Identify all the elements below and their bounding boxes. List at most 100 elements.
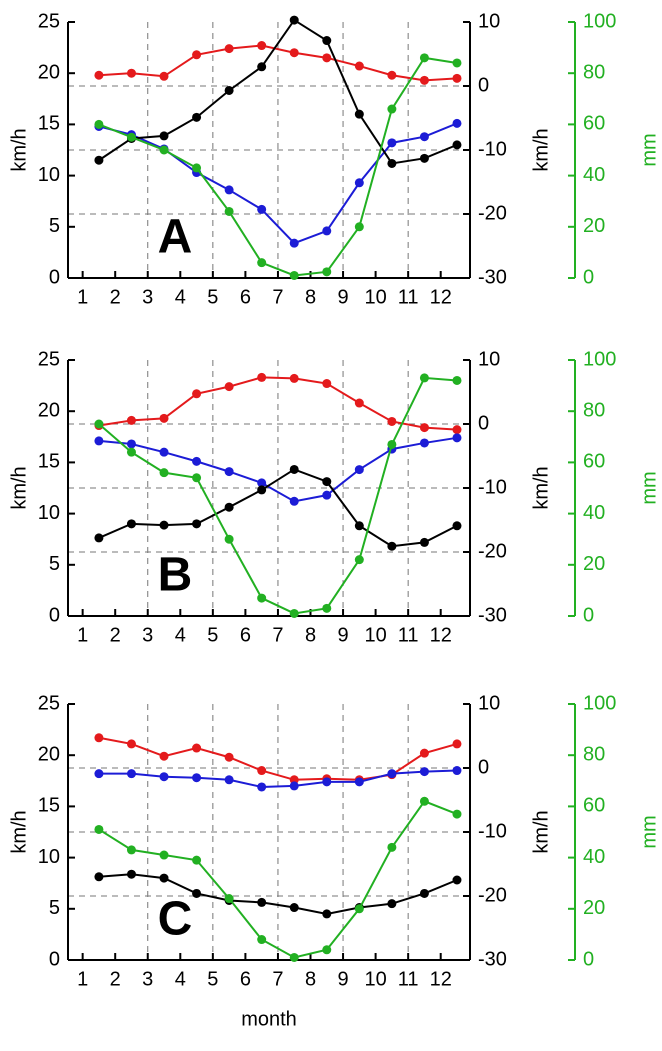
- x-tick-label: 11: [398, 286, 419, 308]
- y2-axis-label: km/h: [530, 810, 552, 853]
- data-point: [354, 61, 364, 71]
- data-point: [94, 769, 104, 779]
- y2-axis-label: km/h: [530, 466, 552, 509]
- x-tick-label: 7: [272, 286, 283, 308]
- x-tick-label: 4: [175, 968, 186, 990]
- x-tick-label: 8: [305, 286, 316, 308]
- series-line: [98, 44, 458, 82]
- data-point: [289, 608, 299, 618]
- series-line: [98, 122, 458, 245]
- data-point: [419, 132, 429, 142]
- data-point: [224, 502, 234, 512]
- data-point: [126, 439, 136, 449]
- data-point: [289, 373, 299, 383]
- y-tick-label: 25: [38, 10, 60, 32]
- data-point: [289, 48, 299, 58]
- data-point: [419, 53, 429, 63]
- y3-tick-label: 80: [583, 61, 605, 83]
- x-tick-label: 12: [430, 286, 452, 308]
- data-point: [94, 872, 104, 882]
- panel-label: B: [158, 549, 193, 602]
- data-point: [452, 433, 462, 443]
- data-point: [257, 782, 267, 792]
- data-point: [257, 372, 267, 382]
- data-point: [224, 185, 234, 195]
- data-point: [126, 447, 136, 457]
- data-point: [419, 767, 429, 777]
- x-tick-label: 6: [240, 968, 251, 990]
- y2-tick-label: 10: [478, 692, 500, 714]
- data-point: [159, 850, 169, 860]
- data-point: [452, 766, 462, 776]
- data-point: [159, 468, 169, 478]
- x-tick-label: 10: [364, 968, 386, 990]
- x-tick-label: 8: [305, 968, 316, 990]
- data-point: [419, 888, 429, 898]
- data-point: [94, 436, 104, 446]
- data-point: [224, 894, 234, 904]
- panel-label: A: [158, 211, 193, 264]
- x-tick-label: 9: [337, 968, 348, 990]
- x-tick-label: 5: [207, 968, 218, 990]
- data-point: [452, 739, 462, 749]
- series-line: [98, 736, 458, 781]
- y2-tick-label: -30: [478, 948, 507, 970]
- y3-tick-label: 20: [583, 215, 605, 237]
- y3-tick-label: 0: [583, 604, 594, 626]
- x-tick-label: 10: [364, 624, 386, 646]
- data-point: [126, 415, 136, 425]
- data-point: [419, 796, 429, 806]
- data-point: [354, 178, 364, 188]
- x-tick-label: 2: [110, 624, 121, 646]
- data-point: [322, 379, 332, 389]
- y-tick-label: 0: [49, 266, 60, 288]
- data-point: [224, 775, 234, 785]
- y2-tick-label: 0: [478, 74, 489, 96]
- data-point: [159, 145, 169, 155]
- data-point: [257, 766, 267, 776]
- x-tick-label: 10: [364, 286, 386, 308]
- y-tick-label: 5: [49, 897, 60, 919]
- data-point: [452, 425, 462, 435]
- y2-tick-label: 0: [478, 756, 489, 778]
- data-point: [192, 473, 202, 483]
- data-point: [224, 206, 234, 216]
- x-tick-label: 6: [240, 624, 251, 646]
- data-point: [257, 258, 267, 268]
- y2-tick-label: -10: [478, 138, 507, 160]
- y2-tick-label: -20: [478, 884, 507, 906]
- y-tick-label: 25: [38, 692, 60, 714]
- y3-tick-label: 60: [583, 451, 605, 473]
- y3-tick-label: 0: [583, 266, 594, 288]
- x-tick-label: 5: [207, 286, 218, 308]
- y-tick-label: 0: [49, 948, 60, 970]
- data-point: [387, 541, 397, 551]
- data-point: [419, 75, 429, 85]
- data-point: [126, 769, 136, 779]
- y-tick-label: 10: [38, 846, 60, 868]
- x-tick-label: 11: [398, 968, 419, 990]
- data-point: [126, 739, 136, 749]
- data-point: [322, 909, 332, 919]
- data-point: [387, 439, 397, 449]
- data-point: [224, 382, 234, 392]
- data-point: [192, 773, 202, 783]
- panel-label: C: [158, 893, 193, 946]
- data-point: [387, 104, 397, 114]
- y-tick-label: 20: [38, 61, 60, 83]
- y3-tick-label: 20: [583, 897, 605, 919]
- data-point: [322, 36, 332, 46]
- data-point: [419, 537, 429, 547]
- y3-tick-label: 40: [583, 502, 605, 524]
- y-tick-label: 20: [38, 743, 60, 765]
- data-point: [354, 222, 364, 232]
- x-tick-label: 12: [430, 968, 452, 990]
- x-tick-label: 4: [175, 286, 186, 308]
- data-point: [322, 53, 332, 63]
- data-point: [322, 477, 332, 487]
- x-tick-label: 3: [142, 968, 153, 990]
- data-point: [126, 869, 136, 879]
- y2-tick-label: 10: [478, 10, 500, 32]
- x-tick-label: 5: [207, 624, 218, 646]
- data-point: [192, 112, 202, 122]
